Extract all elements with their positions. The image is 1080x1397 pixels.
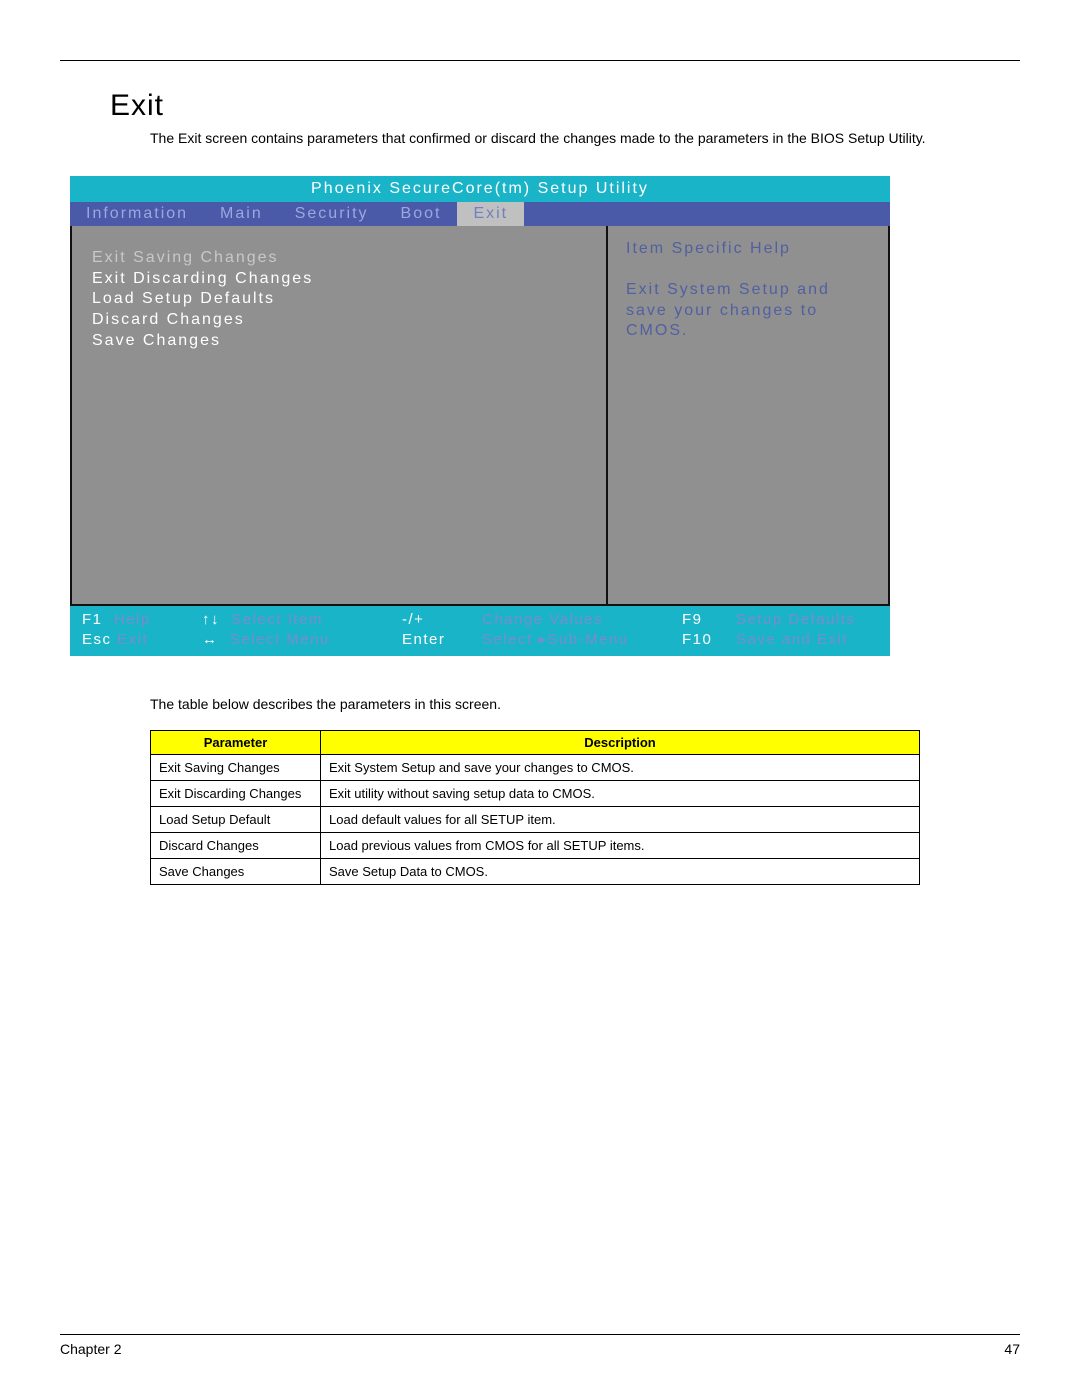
section-title: Exit — [110, 89, 1020, 123]
bios-help-panel: Item Specific Help Exit System Setup and… — [608, 226, 888, 604]
action-submenu: Select ▸Sub-Menu — [482, 631, 629, 648]
bios-menu: Exit Saving Changes Exit Discarding Chan… — [72, 226, 608, 604]
tab-exit[interactable]: Exit — [457, 202, 524, 226]
menu-discard[interactable]: Discard Changes — [92, 310, 590, 331]
menu-exit-discarding[interactable]: Exit Discarding Changes — [92, 269, 590, 290]
action-setup-defaults: Setup Defaults — [736, 611, 855, 628]
tab-main[interactable]: Main — [204, 202, 279, 226]
bios-footer: F1 Help ↑↓ Select Item -/+ Change Values… — [70, 606, 890, 657]
footer-chapter: Chapter 2 — [60, 1341, 121, 1357]
tab-security[interactable]: Security — [279, 202, 385, 226]
updown-icon: ↑↓ — [202, 611, 220, 628]
key-f10: F10 — [682, 631, 712, 648]
action-exit: Exit — [117, 631, 148, 648]
help-text: Exit System Setup and save your changes … — [626, 280, 872, 342]
table-row: Load Setup Default Load default values f… — [151, 807, 920, 833]
parameter-table: Parameter Description Exit Saving Change… — [150, 730, 920, 885]
col-parameter: Parameter — [151, 731, 321, 755]
table-row: Save Changes Save Setup Data to CMOS. — [151, 859, 920, 885]
action-help: Help — [114, 611, 151, 628]
table-row: Exit Saving Changes Exit System Setup an… — [151, 755, 920, 781]
footer-page-number: 47 — [1004, 1341, 1020, 1357]
table-intro: The table below describes the parameters… — [150, 696, 1020, 712]
section-intro: The Exit screen contains parameters that… — [150, 129, 1020, 148]
key-enter: Enter — [402, 631, 445, 648]
tab-boot[interactable]: Boot — [385, 202, 458, 226]
menu-exit-saving[interactable]: Exit Saving Changes — [92, 248, 590, 269]
bios-tabs: Information Main Security Boot Exit — [70, 202, 890, 226]
key-plusminus: -/+ — [402, 611, 424, 628]
help-title: Item Specific Help — [626, 240, 872, 258]
leftright-icon: ↔ — [202, 631, 219, 648]
page-footer: Chapter 2 47 — [60, 1334, 1020, 1357]
action-select-menu: Select Menu — [230, 631, 330, 648]
action-change-values: Change Values — [482, 611, 603, 628]
action-save-exit: Save and Exit — [736, 631, 848, 648]
table-row: Exit Discarding Changes Exit utility wit… — [151, 781, 920, 807]
menu-load-defaults[interactable]: Load Setup Defaults — [92, 289, 590, 310]
col-description: Description — [321, 731, 920, 755]
key-f9: F9 — [682, 611, 703, 628]
tab-information[interactable]: Information — [70, 202, 204, 226]
action-select-item: Select Item — [231, 611, 323, 628]
menu-save[interactable]: Save Changes — [92, 331, 590, 352]
key-esc: Esc — [82, 631, 112, 648]
table-row: Discard Changes Load previous values fro… — [151, 833, 920, 859]
key-f1: F1 — [82, 611, 103, 628]
bios-screenshot: Phoenix SecureCore(tm) Setup Utility Inf… — [70, 176, 890, 657]
bios-title: Phoenix SecureCore(tm) Setup Utility — [70, 176, 890, 202]
